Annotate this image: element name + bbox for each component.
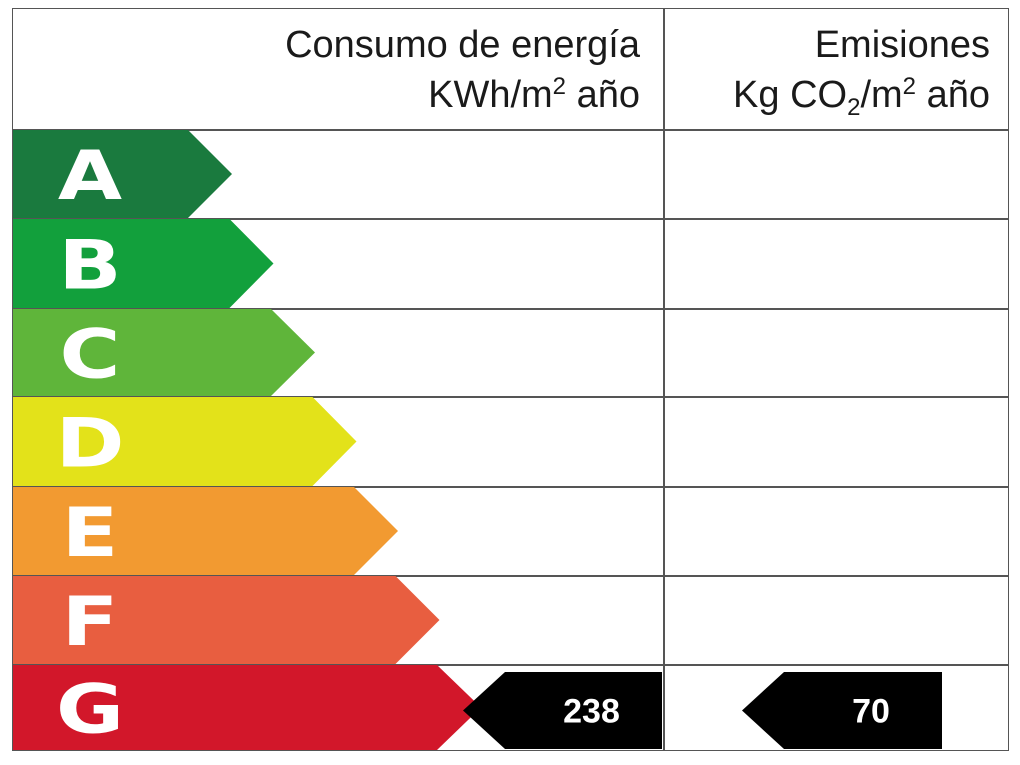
row-divider [12, 664, 1009, 666]
class-b-arrow [13, 219, 274, 308]
column-divider [663, 8, 665, 751]
class-c-arrow [13, 309, 315, 396]
emissions-header-title: Emisiones [814, 24, 990, 66]
row-divider [12, 218, 1009, 220]
class-f-letter: F [62, 582, 119, 661]
row-divider [12, 129, 1009, 131]
class-c-letter: C [60, 315, 121, 394]
row-divider [12, 396, 1009, 398]
emissions-rating-indicator [742, 672, 942, 749]
row-divider [12, 575, 1009, 577]
class-f-arrow [13, 576, 440, 664]
class-g-arrow [13, 665, 481, 750]
class-e-letter: E [62, 493, 119, 572]
class-d-arrow [13, 397, 357, 486]
energy-rating-value: 238 [563, 693, 620, 731]
class-g-letter: G [56, 670, 124, 749]
class-d-letter: D [56, 404, 125, 483]
row-divider [12, 308, 1009, 310]
energy-rating-indicator [463, 672, 662, 749]
class-a-letter: A [58, 136, 123, 215]
emissions-header-unit: Kg CO2/m2 año [733, 73, 990, 121]
class-e-arrow [13, 487, 398, 575]
energy-header-unit: KWh/m2 año [428, 73, 640, 116]
class-a-arrow [13, 130, 232, 218]
emissions-header: Emisiones Kg CO2/m2 año [733, 20, 990, 120]
class-b-letter: B [58, 226, 121, 305]
row-divider [12, 486, 1009, 488]
emissions-rating-value: 70 [852, 693, 890, 731]
energy-header: Consumo de energía KWh/m2 año [285, 20, 640, 120]
label-frame [12, 8, 1009, 751]
energy-header-title: Consumo de energía [285, 24, 640, 66]
